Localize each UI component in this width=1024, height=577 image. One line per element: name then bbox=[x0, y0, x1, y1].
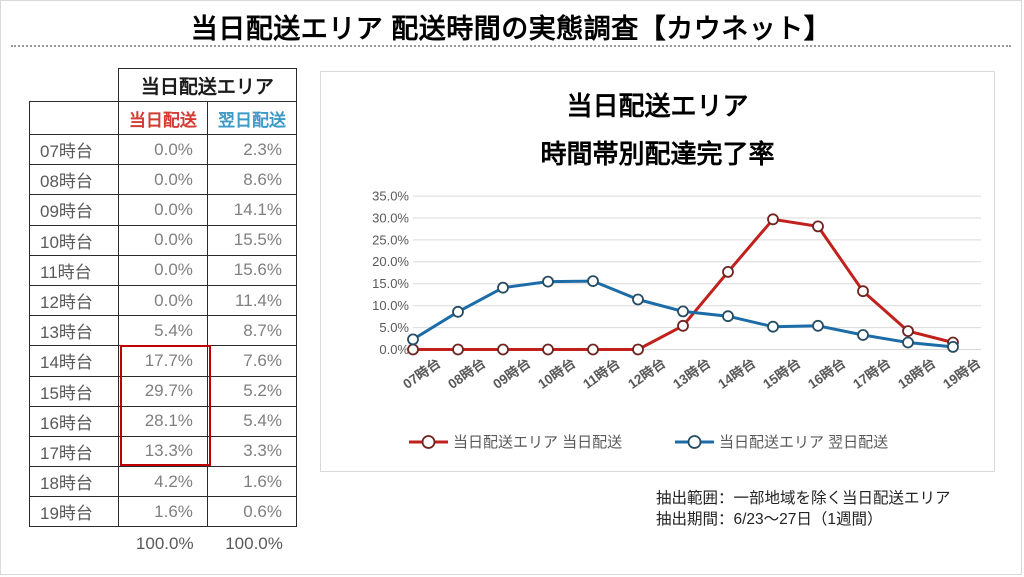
svg-text:当日配送エリア 翌日配送: 当日配送エリア 翌日配送 bbox=[719, 434, 888, 451]
svg-text:当日配送エリア 当日配送: 当日配送エリア 当日配送 bbox=[453, 434, 622, 451]
